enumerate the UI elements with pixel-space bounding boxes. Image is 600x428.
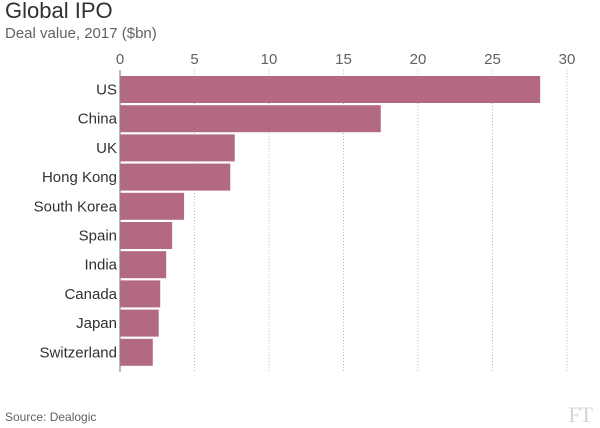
bar: [120, 192, 185, 220]
x-tick-label: 10: [261, 51, 278, 68]
category-label: Switzerland: [39, 344, 117, 361]
bar: [120, 251, 167, 279]
ft-logo: FT: [568, 402, 593, 427]
chart-subtitle: Deal value, 2017 ($bn): [5, 25, 157, 42]
bar-chart: 0 5 10 15 20 25 30 US China UK Hong Kong South Kor…: [34, 51, 576, 372]
source-note: Source: Dealogic: [5, 410, 97, 424]
category-label: South Korea: [34, 198, 118, 215]
bar: [120, 105, 381, 133]
category-label: India: [84, 257, 117, 274]
category-label: Spain: [79, 228, 117, 245]
bar: [120, 338, 153, 366]
x-tick-label: 25: [484, 51, 501, 68]
category-label: Japan: [76, 315, 117, 332]
bar: [120, 222, 173, 249]
x-axis-ticks: 0 5 10 15 20 25 30: [116, 51, 576, 68]
category-label: China: [78, 111, 118, 128]
bar: [120, 280, 161, 308]
bar: [120, 163, 231, 191]
category-label: Canada: [64, 286, 117, 303]
category-labels: US China UK Hong Kong South Korea Spain India C…: [34, 82, 118, 362]
x-tick-label: 30: [559, 51, 576, 68]
bar: [120, 309, 159, 337]
gridlines: [194, 70, 568, 372]
x-tick-label: 0: [116, 51, 124, 68]
category-label: UK: [96, 140, 117, 157]
bar: [120, 134, 235, 162]
x-tick-label: 20: [410, 51, 427, 68]
chart-title: Global IPO: [5, 0, 113, 23]
x-tick-label: 15: [335, 51, 352, 68]
category-label: US: [96, 82, 117, 99]
x-tick-label: 5: [190, 51, 198, 68]
bar: [120, 76, 541, 103]
category-label: Hong Kong: [42, 169, 117, 186]
bars: [120, 76, 541, 366]
